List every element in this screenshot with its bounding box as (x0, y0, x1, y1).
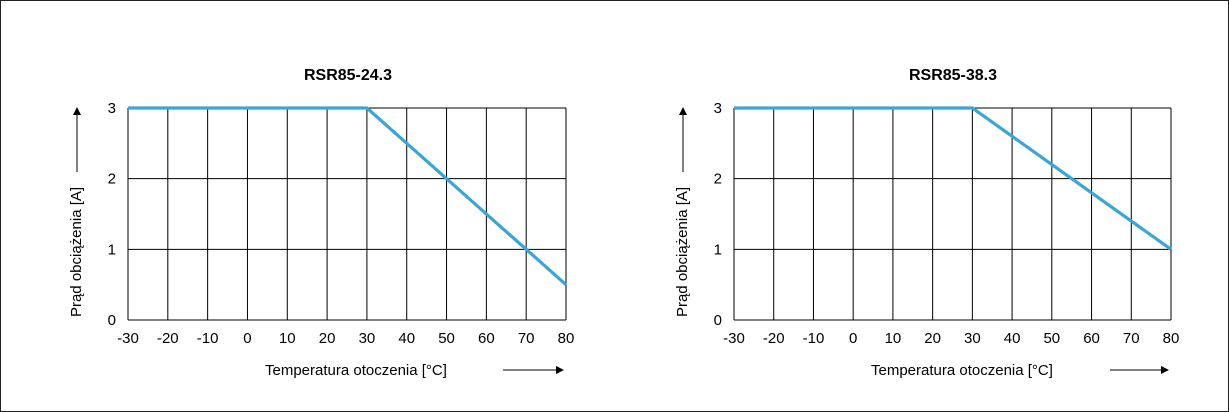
x-tick-label: 80 (1163, 330, 1180, 347)
x-tick-label: 10 (885, 330, 902, 347)
x-tick-label: 20 (924, 330, 941, 347)
x-tick-label: 60 (1083, 330, 1100, 347)
y-axis-label: Prąd obciążenia [A] (68, 187, 85, 317)
x-tick-label: 10 (279, 330, 296, 347)
chart-rsr85-24-3: RSR85-24.3 -30 -20 -10 0 10 20 30 40 50 60 70 80 0 1… (68, 67, 574, 379)
chart-title: RSR85-24.3 (304, 67, 392, 84)
y-tick-label: 1 (714, 241, 722, 258)
x-tick-label: 40 (398, 330, 415, 347)
x-tick-label: 20 (319, 330, 336, 347)
y-tick-label: 2 (714, 171, 722, 188)
y-axis-label: Prąd obciążenia [A] (674, 187, 691, 317)
x-tick-label: 30 (964, 330, 981, 347)
x-tick-labels: -30 -20 -10 0 10 20 30 40 50 60 70 80 (723, 330, 1179, 347)
y-tick-label: 2 (108, 171, 116, 188)
chart-title: RSR85-38.3 (909, 67, 997, 84)
x-axis-label: Temperatura otoczenia [°C] (871, 362, 1053, 379)
x-tick-label: -30 (117, 330, 139, 347)
chart-rsr85-38-3: RSR85-38.3 -30 -20 -10 0 10 20 30 40 50 60 70 80 0 1… (674, 67, 1179, 379)
y-tick-label: 1 (108, 241, 116, 258)
x-tick-label: 80 (558, 330, 575, 347)
x-tick-label: -20 (763, 330, 785, 347)
x-tick-label: -30 (723, 330, 745, 347)
y-tick-labels: 0 1 2 3 (108, 100, 116, 329)
plot-area (128, 106, 568, 286)
x-tick-label: 70 (1123, 330, 1140, 347)
x-tick-label: 50 (438, 330, 455, 347)
x-tick-label: 30 (359, 330, 376, 347)
x-tick-label: 0 (243, 330, 251, 347)
x-tick-label: 50 (1043, 330, 1060, 347)
x-tick-label: -10 (803, 330, 825, 347)
x-tick-label: -20 (157, 330, 179, 347)
x-tick-label: 40 (1004, 330, 1021, 347)
plot-area (734, 106, 1172, 251)
x-tick-labels: -30 -20 -10 0 10 20 30 40 50 60 70 80 (117, 330, 574, 347)
y-tick-label: 0 (108, 312, 116, 329)
x-tick-label: -10 (197, 330, 219, 347)
x-axis-label: Temperatura otoczenia [°C] (265, 362, 447, 379)
derating-curve (734, 106, 1172, 251)
x-tick-label: 0 (849, 330, 857, 347)
chart-grid (127, 107, 567, 321)
derating-curve (128, 106, 568, 286)
x-tick-label: 60 (478, 330, 495, 347)
y-tick-label: 3 (714, 100, 722, 117)
y-tick-label: 0 (714, 312, 722, 329)
x-tick-label: 70 (518, 330, 535, 347)
y-tick-labels: 0 1 2 3 (714, 100, 722, 329)
chart-grid (733, 107, 1172, 321)
y-tick-label: 3 (108, 100, 116, 117)
